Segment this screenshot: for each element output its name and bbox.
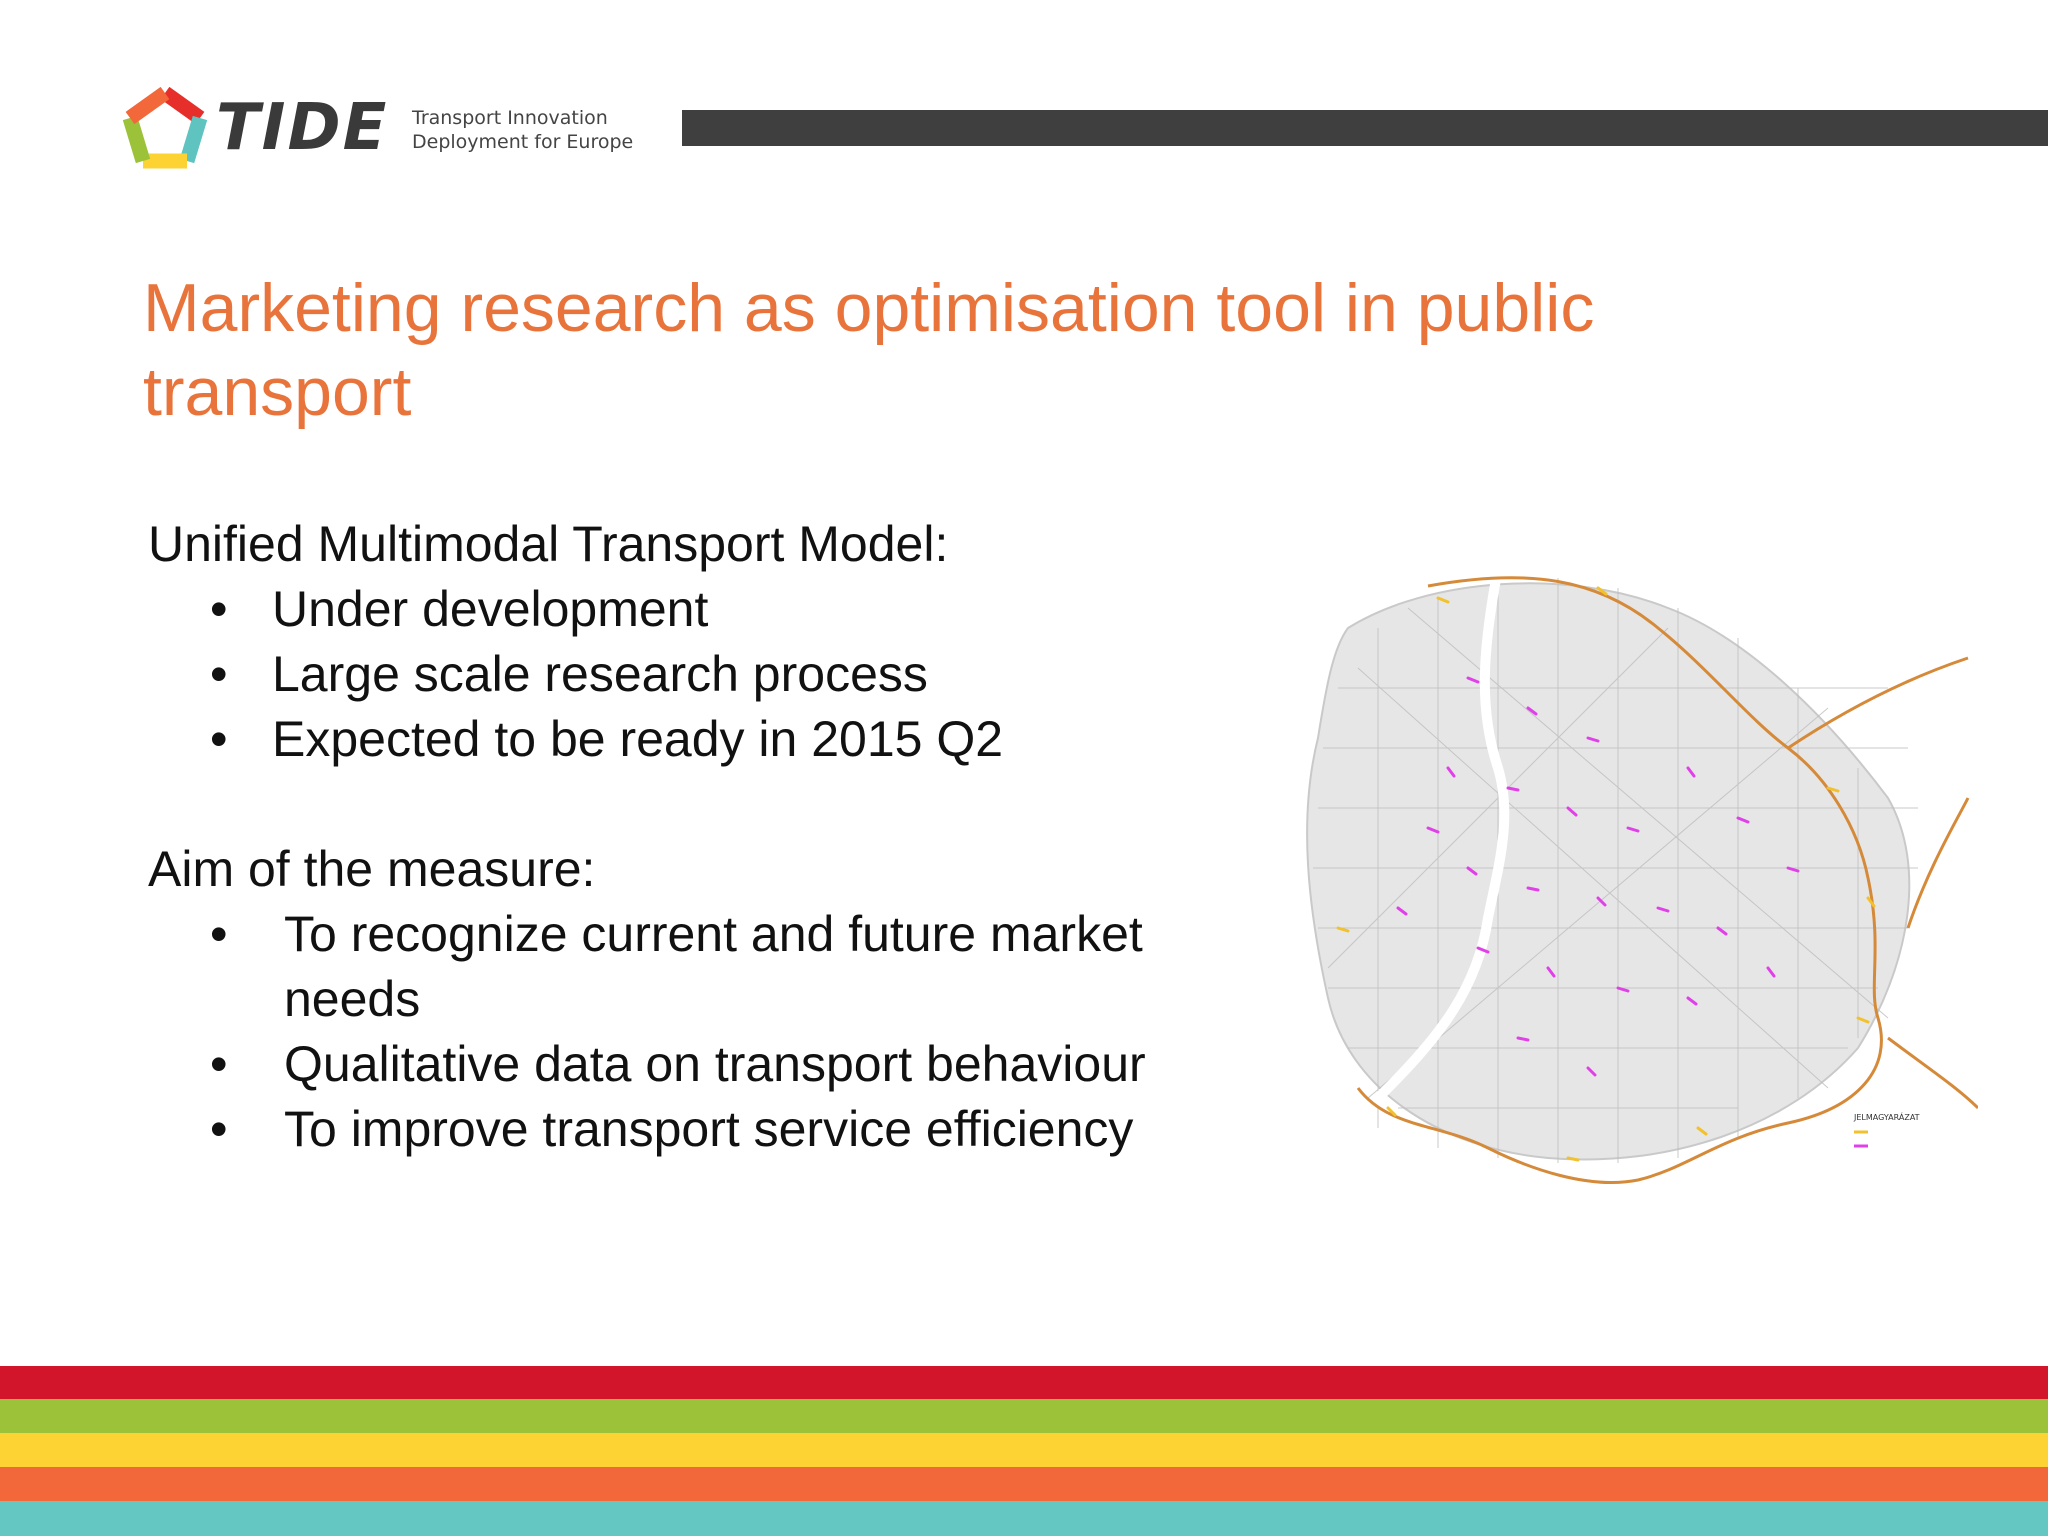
stripe-yellow — [0, 1433, 2048, 1467]
slide-body: Unified Multimodal Transport Model: • Un… — [148, 512, 1268, 1162]
logo-tagline-line2: Deployment for Europe — [412, 131, 634, 153]
list-item: • Under development — [148, 577, 1268, 642]
map-outer-road — [1787, 656, 1978, 1110]
header-bar — [682, 110, 2048, 146]
tide-logo-icon — [122, 86, 208, 169]
slide-header: TIDE Transport Innovation Deployment for… — [0, 0, 2048, 180]
stripe-orange — [0, 1467, 2048, 1501]
stripe-red — [0, 1366, 2048, 1399]
bullet-text: Large scale research process — [272, 646, 928, 702]
map-river — [1323, 568, 1510, 1192]
footer-stripes — [0, 1366, 2048, 1536]
map-yellow-markers — [1336, 586, 1876, 1162]
list-item: • Qualitative data on transport behaviou… — [148, 1032, 1268, 1097]
list-item: • To improve transport service efficienc… — [148, 1097, 1268, 1162]
model-bullet-list: • Under development • Large scale resear… — [148, 577, 1268, 772]
aim-bullet-list: • To recognize current and future market… — [148, 902, 1268, 1162]
map-legend-title: JELMAGYARÁZAT — [1853, 1111, 1920, 1122]
bullet-text: Under development — [272, 581, 709, 637]
bullet-text: Expected to be ready in 2015 Q2 — [272, 711, 1004, 767]
bullet-icon: • — [210, 1036, 228, 1092]
section-heading-model: Unified Multimodal Transport Model: — [148, 516, 949, 572]
map-legend: JELMAGYARÁZAT — [1853, 1111, 1920, 1148]
city-transport-network-map-icon: JELMAGYARÁZAT — [1306, 568, 1978, 1192]
map-ring-road — [1356, 576, 1883, 1184]
bullet-icon: • — [210, 906, 228, 962]
bullet-icon: • — [210, 1101, 228, 1157]
logo-wordmark: TIDE — [216, 91, 389, 165]
map-survey-markers — [1396, 676, 1800, 1077]
section-spacer — [148, 772, 1268, 837]
logo-tagline: Transport Innovation Deployment for Euro… — [412, 106, 633, 154]
list-item: • To recognize current and future market… — [148, 902, 1268, 1032]
bullet-text: To recognize current and future market n… — [284, 906, 1143, 1027]
list-item: • Large scale research process — [148, 642, 1268, 707]
section-heading-aim: Aim of the measure: — [148, 841, 596, 897]
stripe-green — [0, 1399, 2048, 1433]
bullet-icon: • — [210, 711, 228, 767]
bullet-text: To improve transport service efficiency — [284, 1101, 1134, 1157]
logo-tagline-line1: Transport Innovation — [412, 107, 608, 129]
stripe-teal — [0, 1501, 2048, 1536]
bullet-icon: • — [210, 646, 228, 702]
slide-title: Marketing research as optimisation tool … — [143, 270, 1595, 430]
list-item: • Expected to be ready in 2015 Q2 — [148, 707, 1268, 772]
map-city-area — [1306, 582, 1911, 1161]
bullet-icon: • — [210, 581, 228, 637]
bullet-text: Qualitative data on transport behaviour — [284, 1036, 1146, 1092]
